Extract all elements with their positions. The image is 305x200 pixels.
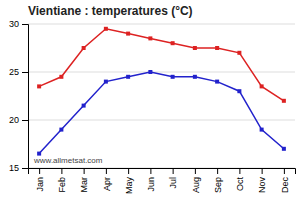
x-tick: Sep	[213, 168, 223, 193]
y-tick: 20	[9, 115, 28, 125]
x-tick-mark	[284, 168, 285, 174]
y-tick-mark	[22, 72, 28, 73]
annotation: www.allmetsat.com	[33, 156, 103, 165]
marker	[193, 75, 197, 79]
marker	[282, 99, 286, 103]
grid-line	[28, 72, 295, 73]
x-tick: Aug	[191, 168, 201, 193]
x-tick: Feb	[57, 168, 67, 193]
marker	[260, 84, 264, 88]
chart-svg: 15 20 25 30 Jan Feb Mar Apr May Jun Jul Aug Sep Oct No…	[0, 0, 305, 200]
y-tick-mark	[22, 24, 28, 25]
x-tick-mark	[195, 168, 196, 174]
x-axis: Jan Feb Mar Apr May Jun Jul Aug Sep Oct Nov Dec	[29, 168, 296, 194]
x-tick-mark	[173, 168, 174, 174]
marker	[104, 80, 108, 84]
y-axis: 15 20 25 30	[9, 19, 29, 173]
x-tick-mark	[39, 168, 40, 174]
axis-line	[29, 169, 296, 175]
x-tick-label: Jan	[35, 177, 45, 192]
axis-line	[22, 25, 29, 169]
x-tick-mark	[84, 168, 85, 174]
x-tick-label: Nov	[257, 177, 267, 194]
marker	[215, 46, 219, 50]
x-tick-label: Oct	[235, 177, 245, 192]
data-marks	[37, 27, 286, 156]
chart-container: 15 20 25 30 Jan Feb Mar Apr May Jun Jul Aug Sep Oct No…	[0, 0, 305, 200]
marker	[82, 46, 86, 50]
marker	[148, 36, 152, 40]
x-tick: Oct	[235, 168, 245, 191]
line	[39, 72, 284, 154]
x-tick: May	[124, 168, 134, 194]
marker	[148, 70, 152, 74]
plot: 15 20 25 30 Jan Feb Mar Apr May Jun Jul Aug Sep Oct No…	[9, 19, 296, 194]
x-tick-label: Jul	[168, 177, 178, 189]
y-tick-mark	[22, 120, 28, 121]
x-tick-label: Apr	[102, 177, 112, 191]
x-tick-label: Dec	[280, 177, 290, 194]
x-tick-label: Sep	[213, 177, 223, 193]
marker	[126, 32, 130, 36]
x-tick: Mar	[79, 168, 89, 193]
marker	[171, 75, 175, 79]
line	[39, 29, 284, 101]
y-tick-label: 20	[9, 115, 19, 125]
x-tick-label: Feb	[57, 177, 67, 193]
x-tick-label: Mar	[79, 177, 89, 193]
grid-line	[28, 120, 295, 121]
marker	[215, 80, 219, 84]
marker	[282, 147, 286, 151]
grid-line	[28, 24, 295, 25]
x-tick-mark	[106, 168, 107, 174]
x-tick-mark	[61, 168, 62, 174]
texts: Vientiane : temperatures (°C) www.allmets…	[28, 4, 193, 165]
y-tick-label: 30	[9, 19, 19, 29]
y-tick: 25	[9, 67, 28, 77]
x-tick: Jul	[168, 168, 178, 189]
marker	[82, 104, 86, 108]
series	[37, 27, 286, 103]
marker	[37, 84, 41, 88]
grid	[28, 24, 295, 168]
marker	[237, 51, 241, 55]
x-tick-label: Aug	[191, 177, 201, 193]
title: Vientiane : temperatures (°C)	[28, 4, 193, 18]
marker	[260, 128, 264, 132]
series	[37, 70, 286, 156]
x-tick-label: May	[124, 177, 134, 195]
x-tick-mark	[128, 168, 129, 174]
marker	[59, 128, 63, 132]
x-tick: Nov	[257, 168, 267, 193]
marker	[59, 75, 63, 79]
marker	[104, 27, 108, 31]
x-tick: Jan	[35, 168, 45, 192]
marker	[126, 75, 130, 79]
y-tick-label: 15	[9, 163, 19, 173]
marker	[171, 41, 175, 45]
y-tick: 30	[9, 19, 28, 29]
x-tick: Apr	[102, 168, 112, 191]
marker	[37, 152, 41, 156]
marker	[237, 89, 241, 93]
marker	[193, 46, 197, 50]
x-tick-label: Jun	[146, 177, 156, 192]
x-tick-mark	[150, 168, 151, 174]
y-tick-mark	[22, 168, 28, 169]
y-tick: 15	[9, 163, 28, 173]
x-tick-mark	[262, 168, 263, 174]
x-tick: Jun	[146, 168, 156, 192]
y-tick-label: 25	[9, 67, 19, 77]
x-tick-mark	[239, 168, 240, 174]
x-tick-mark	[217, 168, 218, 174]
x-tick: Dec	[280, 168, 290, 193]
